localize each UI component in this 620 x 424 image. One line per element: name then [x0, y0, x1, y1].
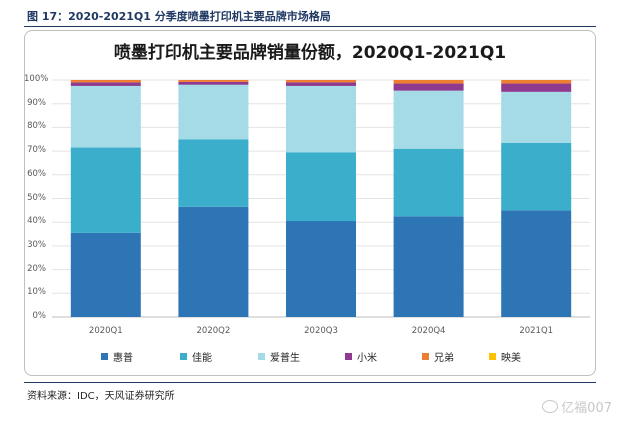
watermark-text: 亿福007	[561, 401, 612, 416]
legend-item: 小米	[345, 349, 377, 364]
x-tick-label: 2020Q1	[88, 326, 123, 336]
chart-title: 喷墨打印机主要品牌销量份额，2020Q1-2021Q1	[113, 43, 507, 63]
legend-label: 映美	[501, 353, 521, 364]
legend-label: 佳能	[192, 353, 212, 364]
source-note: 资料来源：IDC，天风证券研究所	[27, 391, 175, 402]
legend-item: 兄弟	[422, 349, 454, 364]
y-tick-label: 40%	[27, 216, 46, 227]
legend-label: 小米	[357, 353, 377, 364]
x-tick-label: 2020Q3	[304, 326, 338, 336]
chart-legend: 惠普 佳能 爱普生 小米 兄弟 映美	[0, 349, 620, 365]
y-tick-label: 70%	[27, 145, 46, 156]
legend-label: 爱普生	[270, 353, 300, 364]
y-tick-label: 90%	[27, 97, 46, 108]
figure-caption: 图 17：2020-2021Q1 分季度喷墨打印机主要品牌市场格局	[27, 10, 331, 23]
caption-rule	[24, 26, 596, 27]
y-tick-label: 60%	[27, 168, 46, 179]
chart-panel	[24, 30, 596, 376]
legend-item: 爱普生	[258, 349, 300, 364]
watermark: 亿福007	[542, 397, 612, 416]
legend-item: 佳能	[180, 349, 212, 364]
y-tick-label: 80%	[27, 121, 46, 132]
x-tick-label: 2020Q4	[411, 326, 446, 336]
x-tick-label: 2021Q1	[519, 326, 554, 336]
y-tick-label: 10%	[27, 287, 46, 298]
y-tick-label: 30%	[27, 239, 46, 250]
legend-swatch	[489, 353, 496, 360]
legend-item: 惠普	[101, 349, 133, 364]
weibo-icon	[542, 400, 559, 413]
y-tick-label: 20%	[27, 263, 46, 274]
x-tick-label: 2020Q2	[196, 326, 231, 336]
y-tick-label: 100%	[24, 74, 49, 84]
legend-label: 兄弟	[434, 353, 454, 364]
legend-swatch	[258, 353, 265, 360]
y-tick-label: 0%	[32, 311, 47, 321]
legend-swatch	[345, 353, 352, 360]
y-tick-label: 50%	[27, 192, 46, 203]
legend-swatch	[101, 353, 108, 360]
legend-item: 映美	[489, 349, 521, 364]
legend-swatch	[180, 353, 187, 360]
source-rule	[24, 382, 596, 383]
legend-swatch	[422, 353, 429, 360]
legend-label: 惠普	[113, 353, 133, 364]
